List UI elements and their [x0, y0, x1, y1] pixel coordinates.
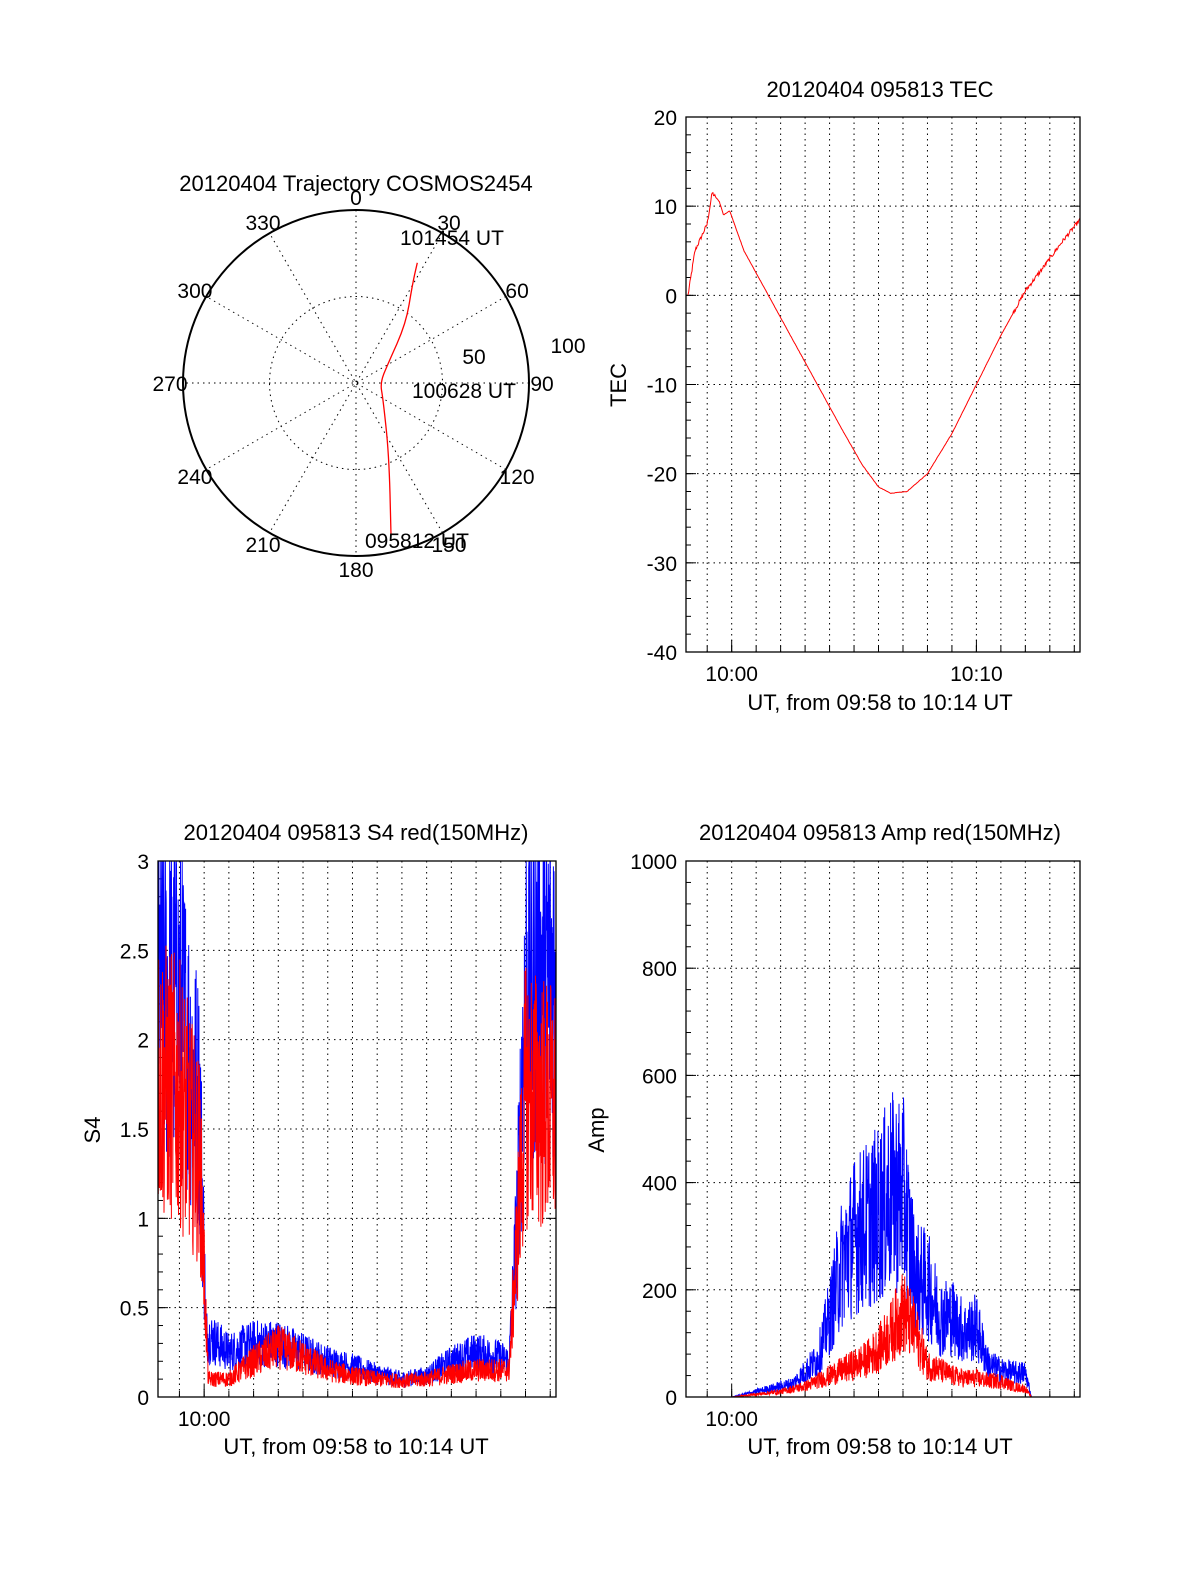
s4-series-blue [157, 860, 557, 1389]
s4-y-tick-label: 0 [137, 1387, 149, 1410]
trajectory-mid-time: 100628 UT [412, 380, 516, 403]
azimuth-label-120: 120 [500, 466, 535, 489]
amp-y-tick-label: 400 [642, 1173, 677, 1196]
tec-y-tick-label: 10 [654, 196, 677, 219]
azimuth-label-270: 270 [152, 373, 187, 396]
amp-series-red [686, 1274, 1080, 1398]
tec-y-tick-label: -20 [647, 464, 677, 487]
azimuth-label-300: 300 [177, 280, 212, 303]
polar-grid-circle-50 [269, 296, 443, 470]
tec-y-axis-label: TEC [606, 363, 631, 407]
radius-label-50: 50 [462, 346, 485, 369]
azimuth-label-210: 210 [245, 534, 280, 557]
tec-y-tick-label: -40 [647, 642, 677, 665]
s4-y-tick-label: 3 [137, 851, 149, 874]
tec-y-tick-label: -10 [647, 375, 677, 398]
trajectory-title: 20120404 Trajectory COSMOS2454 [179, 171, 532, 196]
amp-plot-frame [685, 860, 1081, 1398]
s4-title: 20120404 095813 S4 red(150MHz) [184, 820, 529, 845]
azimuth-label-180: 180 [338, 559, 373, 582]
amp-y-tick-label: 0 [665, 1387, 677, 1410]
azimuth-label-240: 240 [177, 466, 212, 489]
s4-plot-frame [157, 860, 557, 1398]
amp-title: 20120404 095813 Amp red(150MHz) [699, 820, 1061, 845]
trajectory-end-time: 101454 UT [400, 227, 504, 250]
amp-y-axis-label: Amp [584, 1107, 609, 1152]
tec-x-tick-label: 10:10 [950, 663, 1003, 686]
tec-plot-frame [685, 116, 1081, 653]
amp-y-tick-label: 200 [642, 1280, 677, 1303]
tec-series-red [687, 191, 1081, 494]
s4-plot: 20120404 095813 S4 red(150MHz) UT, from … [80, 820, 557, 1459]
azimuth-label-30: 30 [437, 212, 460, 235]
trajectory-start-time: 095812 UT [365, 530, 469, 553]
s4-y-axis-label: S4 [80, 1117, 105, 1144]
s4-x-axis-label: UT, from 09:58 to 10:14 UT [223, 1434, 488, 1459]
amp-plot: 20120404 095813 Amp red(150MHz) UT, from… [584, 820, 1081, 1459]
s4-x-tick-label: 10:00 [178, 1408, 231, 1431]
tec-x-tick-label: 10:00 [705, 663, 758, 686]
amp-y-tick-label: 1000 [630, 851, 677, 874]
amp-x-axis-label: UT, from 09:58 to 10:14 UT [747, 1434, 1012, 1459]
s4-y-tick-label: 2.5 [120, 940, 149, 963]
trajectory-polar-plot: 20120404 Trajectory COSMOS2454 0 30 60 90 12… [152, 171, 585, 582]
trajectory-series [380, 262, 418, 535]
azimuth-label-60: 60 [505, 280, 528, 303]
tec-y-tick-label: 20 [654, 107, 677, 130]
polar-grid [183, 210, 529, 556]
s4-y-tick-label: 1 [137, 1208, 149, 1231]
s4-series-red [157, 945, 557, 1389]
tec-x-axis-label: UT, from 09:58 to 10:14 UT [747, 690, 1012, 715]
tec-plot: 20120404 095813 TEC UT, from 09:58 to 10… [606, 77, 1081, 715]
amp-y-tick-label: 600 [642, 1065, 677, 1088]
s4-y-tick-label: 1.5 [120, 1119, 149, 1142]
radius-label-100: 100 [550, 335, 585, 358]
azimuth-label-330: 330 [245, 212, 280, 235]
azimuth-label-150: 150 [431, 534, 466, 557]
s4-y-tick-label: 2 [137, 1030, 149, 1053]
polar-outer-circle [182, 209, 530, 557]
amp-y-tick-label: 800 [642, 958, 677, 981]
s4-y-tick-label: 0.5 [120, 1298, 149, 1321]
azimuth-label-0: 0 [350, 187, 362, 210]
tec-title: 20120404 095813 TEC [766, 77, 993, 102]
azimuth-labels: 0 30 60 90 120 150 180 210 240 270 300 330 [152, 187, 553, 582]
amp-x-tick-label: 10:00 [705, 1408, 758, 1431]
trajectory-line [380, 262, 418, 535]
tec-y-tick-label: -30 [647, 553, 677, 576]
azimuth-label-90: 90 [530, 373, 553, 396]
tec-y-tick-label: 0 [665, 285, 677, 308]
